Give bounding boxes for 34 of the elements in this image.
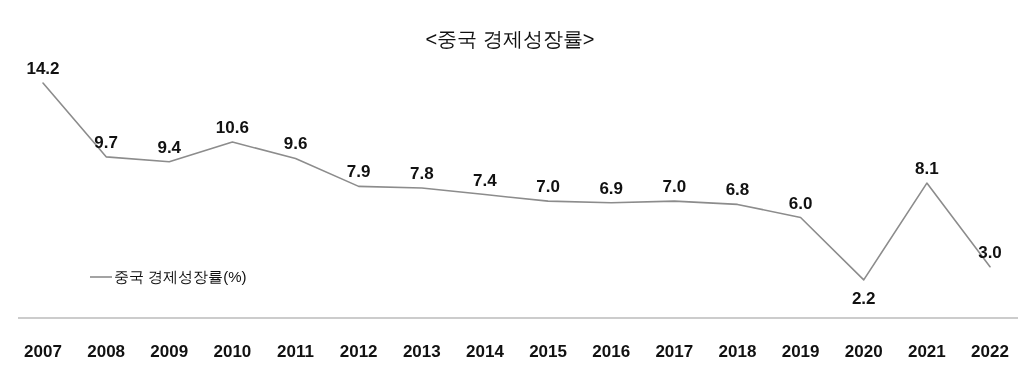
x-tick-label: 2009 <box>150 342 189 361</box>
data-label: 7.4 <box>473 170 498 190</box>
x-tick-label: 2015 <box>529 342 567 361</box>
data-label: 9.6 <box>283 134 308 154</box>
data-label: 8.1 <box>915 159 939 179</box>
x-tick-label: 2013 <box>402 342 441 361</box>
x-tick-label: 2014 <box>466 342 505 361</box>
x-tick-label: 2007 <box>24 342 62 361</box>
data-label: 6.8 <box>725 180 750 200</box>
legend-label: 중국 경제성장률(%) <box>114 268 247 285</box>
data-label: 3.0 <box>978 242 1002 262</box>
x-tick-label: 2022 <box>971 342 1009 361</box>
x-tick-label: 2020 <box>844 342 883 361</box>
x-tick-label: 2021 <box>907 342 946 361</box>
data-label: 14.2 <box>26 59 60 78</box>
data-label: 9.4 <box>157 137 182 157</box>
data-label: 7.0 <box>536 177 560 197</box>
x-tick-label: 2017 <box>655 342 694 361</box>
x-tick-label: 2019 <box>781 342 820 361</box>
x-tick-label: 2012 <box>339 342 378 361</box>
data-label: 7.8 <box>409 164 434 184</box>
data-label: 6.9 <box>599 178 624 198</box>
x-tick-label: 2008 <box>87 342 126 361</box>
data-label: 6.0 <box>788 193 813 213</box>
data-label: 2.2 <box>851 288 876 308</box>
x-tick-label: 2010 <box>213 342 252 361</box>
x-tick-label: 2011 <box>277 342 314 361</box>
x-tick-label: 2016 <box>592 342 631 361</box>
data-label: 10.6 <box>215 118 249 138</box>
x-tick-label: 2018 <box>718 342 757 361</box>
chart-title: <중국 경제성장률> <box>425 28 595 50</box>
data-label: 7.0 <box>662 177 687 197</box>
data-label: 9.7 <box>94 132 118 152</box>
data-label: 7.9 <box>346 162 371 182</box>
